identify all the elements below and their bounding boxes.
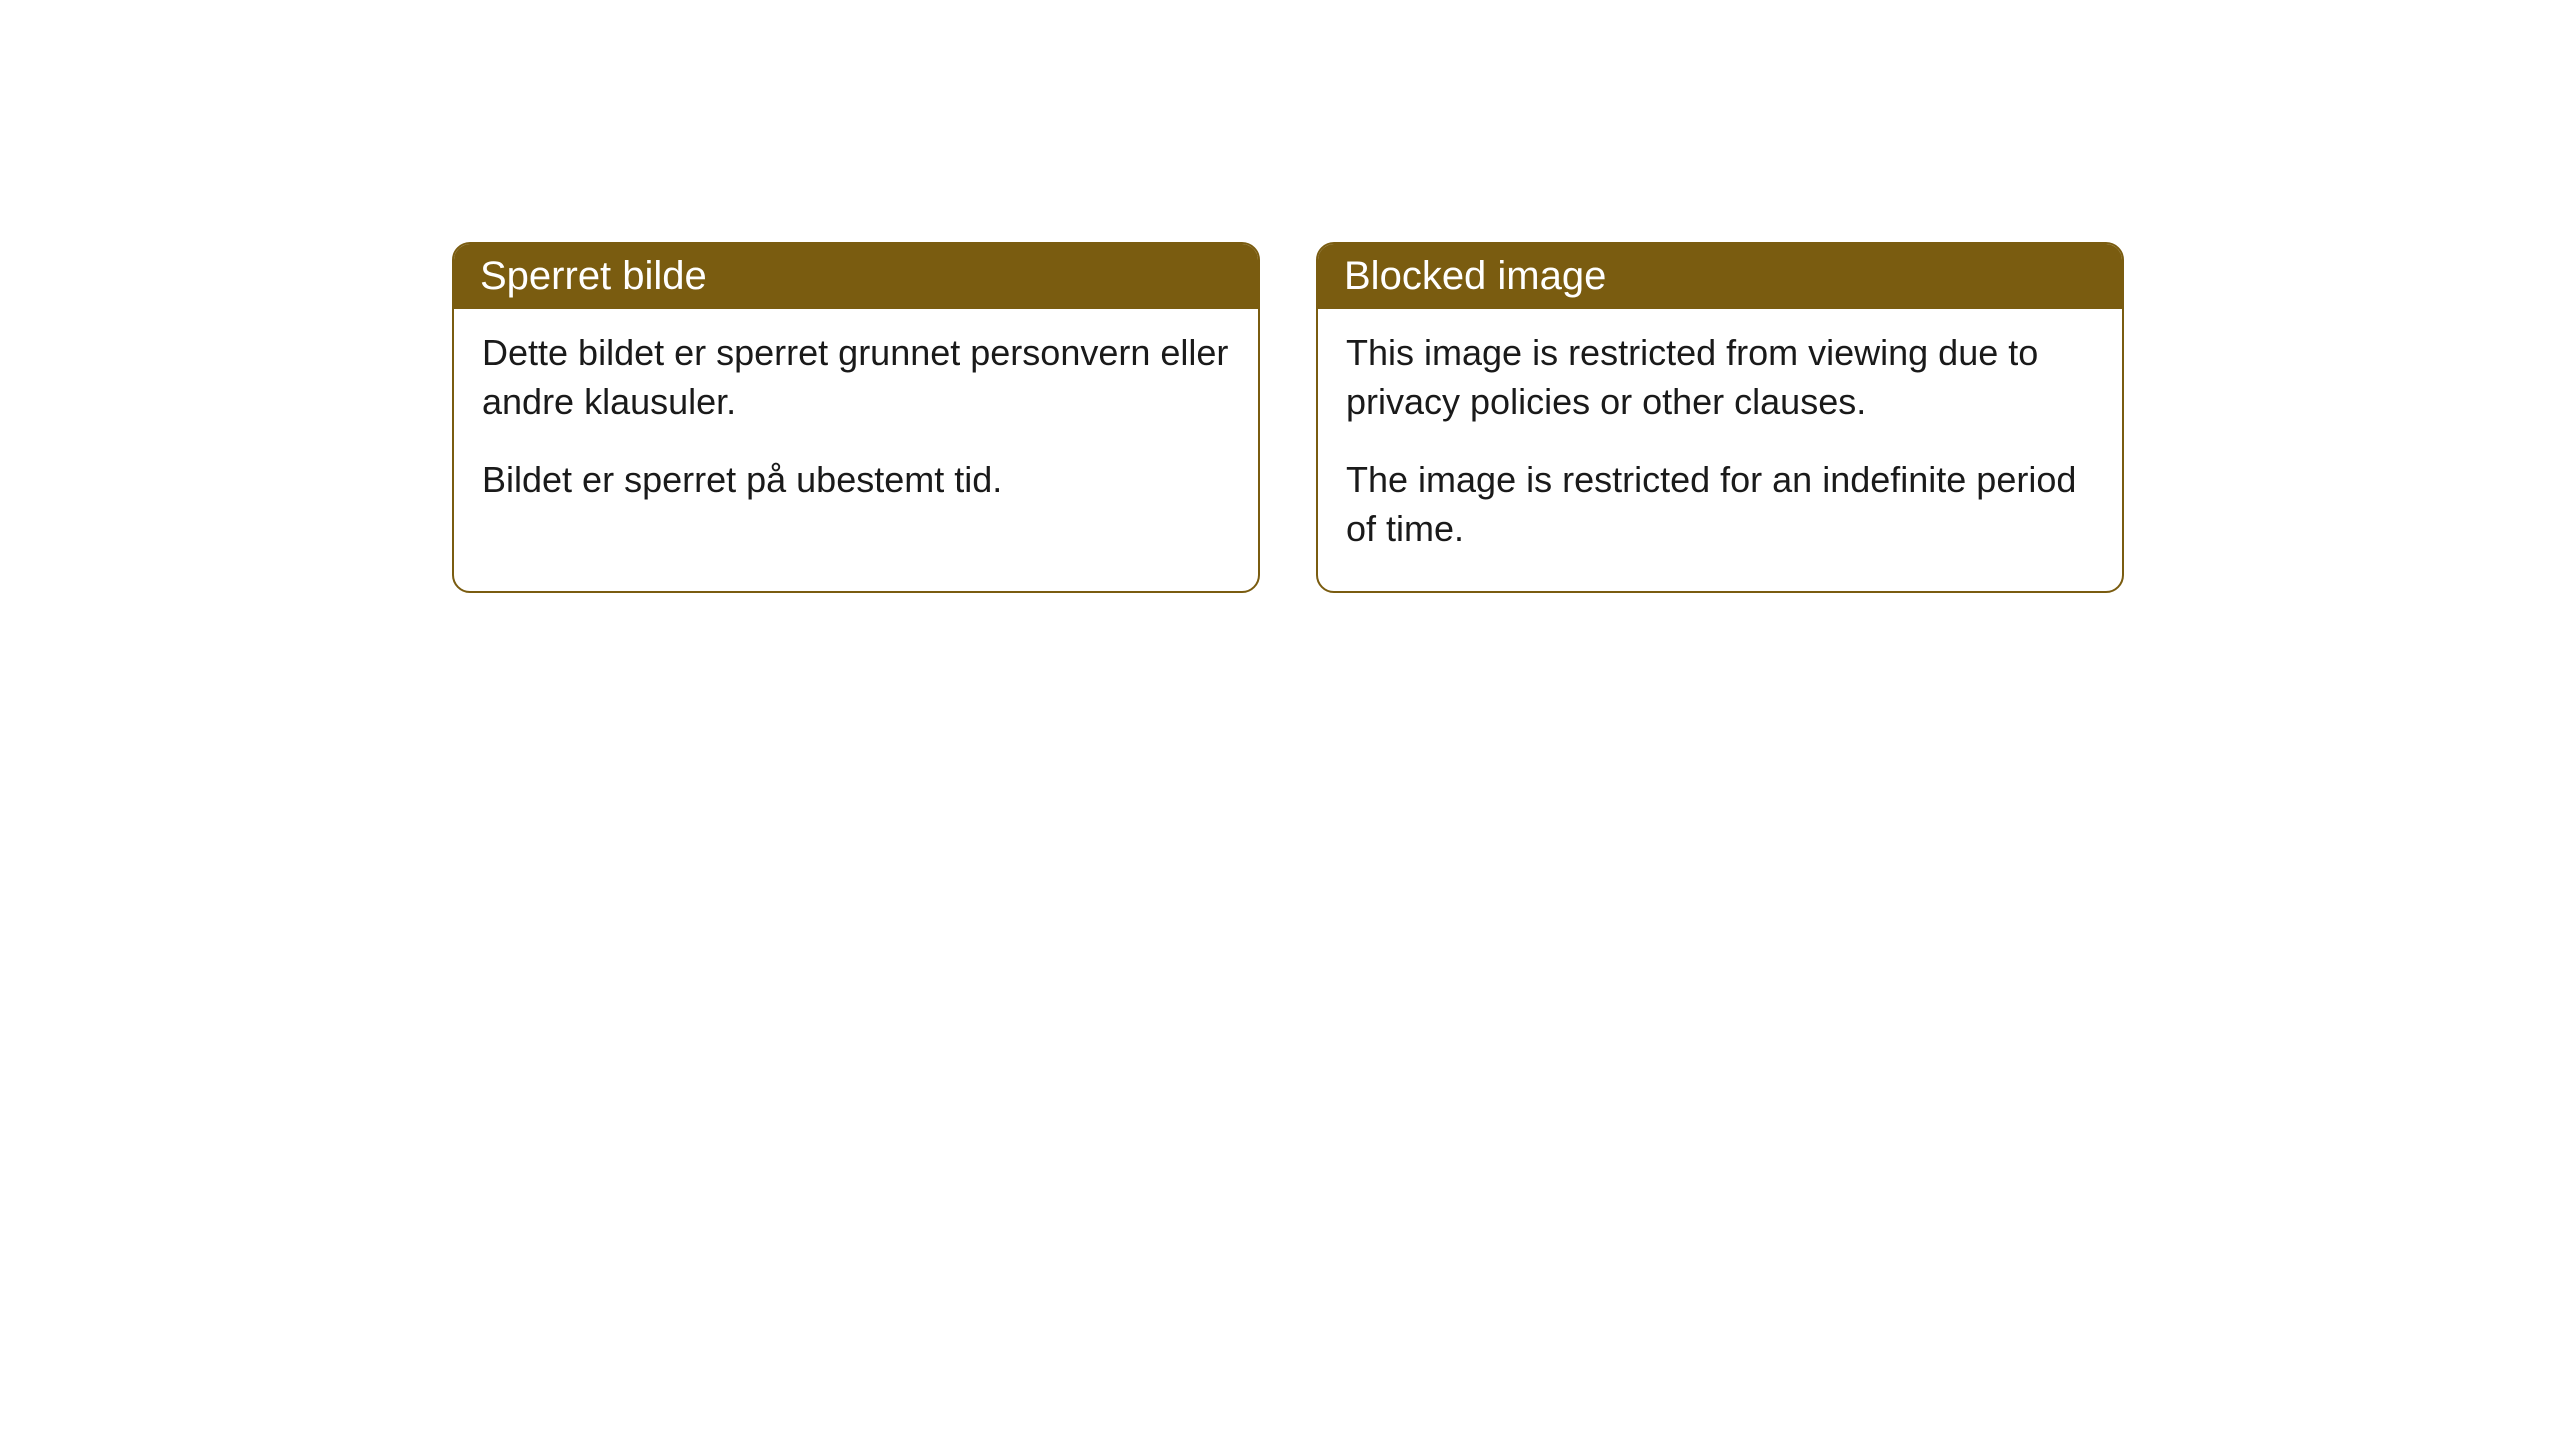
card-header-norwegian: Sperret bilde	[454, 244, 1258, 309]
card-body-norwegian: Dette bildet er sperret grunnet personve…	[454, 309, 1258, 543]
notice-cards-container: Sperret bilde Dette bildet er sperret gr…	[452, 242, 2124, 593]
blocked-image-card-norwegian: Sperret bilde Dette bildet er sperret gr…	[452, 242, 1260, 593]
card-paragraph-1: Dette bildet er sperret grunnet personve…	[482, 329, 1230, 426]
card-paragraph-1: This image is restricted from viewing du…	[1346, 329, 2094, 426]
card-title: Blocked image	[1344, 254, 1606, 298]
card-paragraph-2: Bildet er sperret på ubestemt tid.	[482, 456, 1230, 505]
card-body-english: This image is restricted from viewing du…	[1318, 309, 2122, 591]
card-paragraph-2: The image is restricted for an indefinit…	[1346, 456, 2094, 553]
blocked-image-card-english: Blocked image This image is restricted f…	[1316, 242, 2124, 593]
card-title: Sperret bilde	[480, 254, 707, 298]
card-header-english: Blocked image	[1318, 244, 2122, 309]
